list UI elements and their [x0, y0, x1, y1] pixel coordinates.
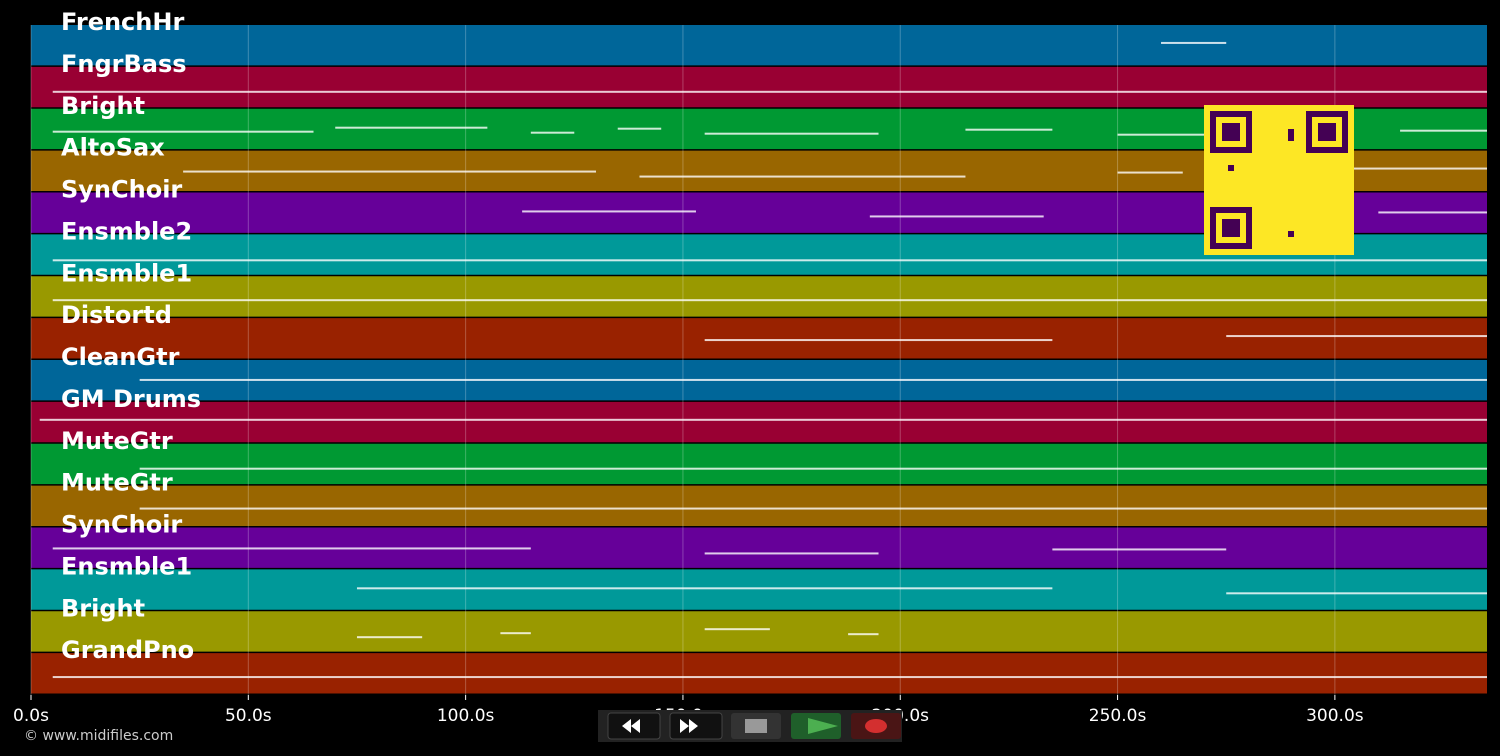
note [356, 636, 423, 639]
track-label: Ensmble1 [61, 552, 192, 580]
note [1226, 335, 1487, 338]
qr-module [1288, 231, 1294, 237]
note [965, 128, 1053, 131]
qr-module [1228, 165, 1234, 171]
x-tick-label: 50.0s [225, 706, 272, 726]
track-label: GM Drums [61, 385, 201, 413]
note [1161, 41, 1227, 44]
note [1117, 171, 1183, 174]
note [52, 299, 1488, 302]
track-label: Bright [61, 92, 145, 120]
labels: FrenchHr FngrBass Bright AltoSax SynChoir Ens… [13, 8, 1364, 726]
qr-code [1204, 105, 1354, 255]
play-button[interactable] [791, 713, 841, 739]
x-tick-label: 250.0s [1089, 706, 1147, 726]
qr-finder [1318, 123, 1336, 141]
note [530, 131, 575, 134]
track-label: FngrBass [61, 50, 187, 78]
track-band [31, 569, 1487, 610]
track-band [31, 443, 1487, 485]
note [704, 628, 770, 631]
record-icon [865, 719, 887, 733]
rewind-icon [622, 719, 640, 733]
qr-module [1288, 135, 1294, 141]
stop-icon [745, 719, 767, 733]
track-band [31, 401, 1487, 443]
note [39, 418, 1488, 421]
note [52, 90, 1488, 93]
note [704, 552, 879, 555]
track-band [31, 485, 1487, 526]
note [869, 215, 1044, 218]
note [704, 132, 879, 135]
play-icon [808, 718, 838, 734]
track-label: MuteGtr [61, 469, 173, 497]
note [617, 127, 662, 130]
x-tick-label: 0.0s [13, 706, 49, 726]
track-band [31, 611, 1487, 652]
track-band [31, 653, 1487, 694]
track-label: MuteGtr [61, 427, 173, 455]
x-tick-label: 300.0s [1306, 706, 1364, 726]
note [500, 632, 531, 635]
note [139, 507, 1487, 510]
track-label: Ensmble2 [61, 217, 192, 245]
note [52, 259, 1488, 262]
forward-icon [680, 719, 698, 733]
note [1117, 133, 1205, 136]
note [1334, 167, 1487, 170]
note [1378, 211, 1487, 214]
note [1052, 548, 1227, 551]
notes [39, 41, 1488, 679]
track-label: Distortd [61, 301, 172, 329]
forward-button[interactable] [669, 712, 723, 740]
note [848, 633, 879, 636]
stop-button[interactable] [731, 713, 781, 739]
note [704, 339, 1053, 342]
controls [598, 710, 902, 742]
note [183, 170, 597, 173]
note [356, 587, 1053, 590]
note [52, 676, 1488, 679]
qr-finder [1222, 123, 1240, 141]
rewind-button[interactable] [607, 712, 661, 740]
copyright: © www.midifiles.com [24, 728, 173, 744]
record-button[interactable] [851, 713, 901, 739]
note [52, 130, 314, 133]
track-label: Bright [61, 594, 145, 622]
track-label: SynChoir [61, 176, 182, 204]
note [139, 467, 1487, 470]
qr-module [1288, 129, 1294, 135]
note [1400, 129, 1487, 132]
track-label: GrandPno [61, 636, 194, 664]
note [52, 547, 531, 550]
note [335, 126, 488, 129]
track-label: CleanGtr [61, 343, 180, 371]
note [139, 378, 1487, 381]
track-band [31, 276, 1487, 317]
track-label: FrenchHr [61, 8, 184, 36]
qr-finder [1222, 219, 1240, 237]
track-band [31, 318, 1487, 359]
track-label: Ensmble1 [61, 259, 192, 287]
note [1226, 592, 1487, 595]
note [639, 175, 966, 178]
track-label: AltoSax [61, 134, 165, 162]
x-tick-label: 100.0s [437, 706, 495, 726]
track-band [31, 66, 1487, 108]
track-label: SynChoir [61, 511, 182, 539]
note [522, 210, 696, 213]
track-band [31, 25, 1487, 66]
